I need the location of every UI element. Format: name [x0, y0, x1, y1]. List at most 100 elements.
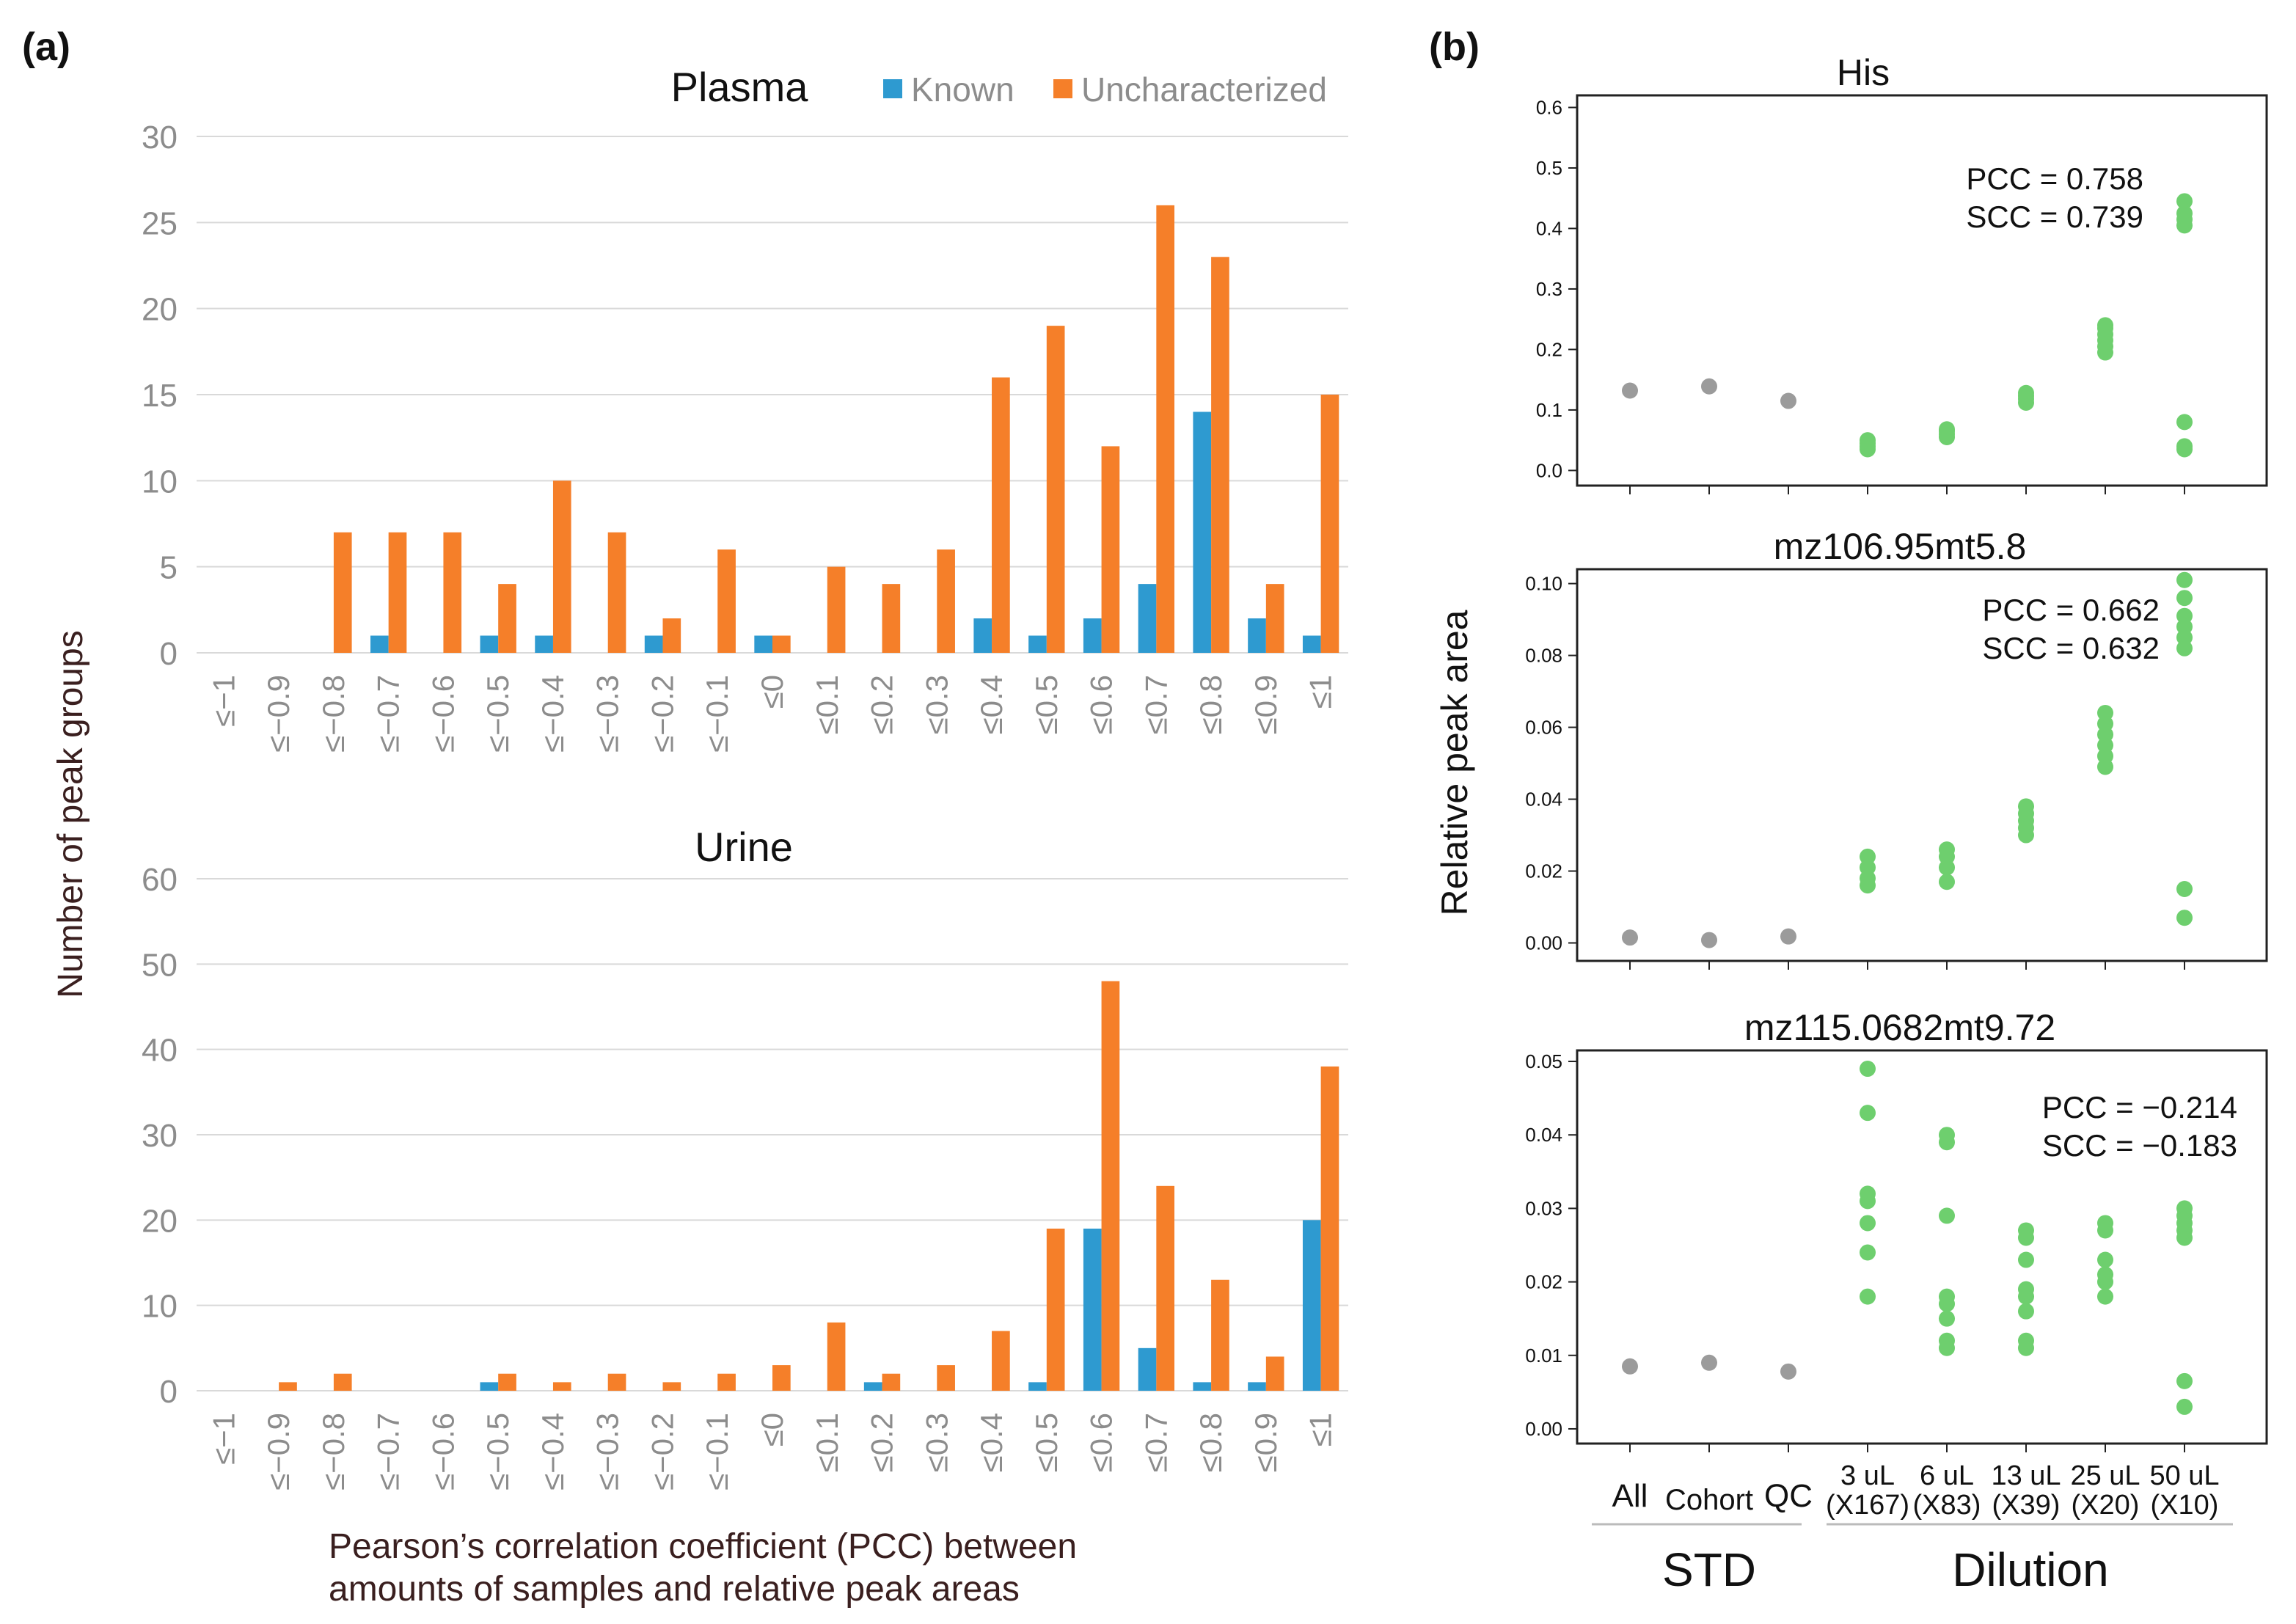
data-point — [2176, 590, 2193, 607]
x-tick-label: ≤0.9 — [1248, 675, 1283, 734]
bar-known — [1302, 635, 1321, 653]
x-tick-label: ≤0.7 — [1138, 675, 1173, 734]
y-tick-label: 0 — [160, 1374, 178, 1410]
data-point — [1860, 1244, 1876, 1261]
bar-uncharacterized — [772, 1365, 791, 1391]
data-point — [2176, 438, 2193, 455]
y-tick-label: 0.05 — [1525, 1050, 1562, 1072]
bar-known — [535, 635, 553, 653]
y-tick-label: 10 — [142, 464, 178, 500]
data-point — [1701, 378, 1717, 395]
bar-uncharacterized — [992, 1331, 1010, 1391]
dilution-group-label: Dilution — [1952, 1543, 2108, 1596]
y-tick-label: 30 — [142, 120, 178, 156]
bar-known — [1028, 635, 1047, 653]
bar-uncharacterized — [388, 532, 407, 653]
plot-frame — [1576, 568, 2268, 962]
x-tick-label: ≤−1 — [206, 1413, 241, 1465]
x-tick-label: ≤0.5 — [1029, 675, 1064, 734]
data-point — [1939, 1310, 1955, 1327]
y-tick-label: 0.00 — [1525, 932, 1562, 954]
y-tick-label: 0.3 — [1536, 278, 1562, 300]
bar-uncharacterized — [882, 1373, 901, 1391]
data-point — [1939, 1332, 1955, 1349]
data-point — [1780, 928, 1796, 945]
mz106-scatter-chart: 0.00 0.02 0.04 0.06 0.08 0.10 mz106.95mt5.8 PCC… — [1525, 526, 2268, 970]
x-label-line1: 13 uL — [1991, 1460, 2061, 1491]
data-point — [2018, 1281, 2034, 1298]
y-tick-label: 0.00 — [1525, 1418, 1562, 1440]
bar-known — [1138, 1347, 1157, 1391]
data-point — [1860, 1105, 1876, 1122]
data-point — [1939, 841, 1955, 858]
panel-a-ylabel: Number of peak groups — [51, 630, 90, 998]
x-label-line1: 50 uL — [2149, 1460, 2219, 1491]
data-point — [1860, 1185, 1876, 1202]
x-tick-label: ≤−0.2 — [645, 1413, 679, 1491]
legend-uncharacterized-swatch — [1053, 79, 1072, 98]
bar-uncharacterized — [772, 635, 791, 653]
pcc-annotation: PCC = 0.758 — [1966, 161, 2143, 196]
bar-uncharacterized — [607, 532, 626, 653]
x-label-line2: (X20) — [2072, 1490, 2140, 1521]
data-point — [1939, 1288, 1955, 1305]
data-point — [2018, 384, 2034, 401]
bar-known — [1083, 1228, 1102, 1391]
bar-known — [480, 1382, 499, 1391]
y-tick-label: 0.04 — [1525, 1124, 1562, 1146]
panel-b-ylabel: Relative peak area — [1434, 610, 1475, 915]
data-point — [2176, 193, 2193, 210]
y-tick-label: 0.10 — [1525, 573, 1562, 595]
bar-uncharacterized — [1156, 205, 1175, 653]
std-group-label: STD — [1662, 1543, 1756, 1596]
bar-uncharacterized — [1211, 257, 1229, 653]
x-label: Cohort — [1665, 1484, 1753, 1516]
y-tick-label: 0.2 — [1536, 338, 1562, 360]
bar-known — [863, 1382, 882, 1391]
y-tick-label: 20 — [142, 292, 178, 328]
x-tick-label: ≤0.7 — [1138, 1413, 1173, 1472]
x-tick-label: ≤−0.7 — [371, 1413, 406, 1491]
data-point — [2176, 881, 2193, 898]
bar-uncharacterized — [333, 1373, 352, 1391]
x-tick-label: ≤−0.4 — [535, 675, 570, 753]
bar-known — [1248, 618, 1266, 653]
bar-uncharacterized — [1101, 446, 1120, 653]
his-scatter-chart: 0.0 0.1 0.2 0.3 0.4 0.5 0.6 His PCC = 0.758 SCC =… — [1536, 52, 2268, 494]
bar-uncharacterized — [333, 532, 352, 653]
x-tick-label: ≤0.2 — [865, 1413, 899, 1472]
bar-uncharacterized — [717, 549, 736, 653]
panel-a-xlabel-line2: amounts of samples and relative peak are… — [329, 1570, 1020, 1609]
legend: Known Uncharacterized — [883, 70, 1327, 109]
bar-uncharacterized — [937, 1365, 955, 1391]
data-point — [2176, 910, 2193, 926]
x-tick-label: ≤0.6 — [1084, 675, 1119, 734]
bar-uncharacterized — [937, 549, 955, 653]
x-label-line2: (X83) — [1913, 1490, 1981, 1521]
data-point — [2176, 571, 2193, 588]
bar-uncharacterized — [1265, 1356, 1284, 1391]
y-tick-label: 60 — [142, 862, 178, 898]
bar-uncharacterized — [1101, 981, 1120, 1391]
x-tick-label: ≤0.4 — [974, 675, 1009, 734]
y-tick-label: 30 — [142, 1118, 178, 1154]
x-tick-label: ≤−0.1 — [700, 1413, 734, 1491]
plot-frame — [1576, 1049, 2268, 1445]
data-point — [2018, 798, 2034, 815]
x-label-line1: 3 uL — [1840, 1460, 1895, 1491]
data-point — [1860, 1215, 1876, 1232]
y-tick-label: 0.1 — [1536, 399, 1562, 421]
scc-annotation: SCC = 0.632 — [1982, 631, 2160, 665]
bar-uncharacterized — [827, 566, 846, 653]
bar-known — [1193, 412, 1212, 653]
x-tick-label: ≤−0.3 — [591, 675, 625, 753]
y-tick-label: 0.03 — [1525, 1197, 1562, 1219]
data-point — [2097, 1251, 2113, 1268]
y-tick-label: 5 — [160, 550, 178, 586]
bar-uncharacterized — [1046, 326, 1065, 653]
data-point — [2176, 1398, 2193, 1415]
x-tick-label: ≤−0.6 — [425, 675, 460, 753]
y-tick-label: 15 — [142, 378, 178, 414]
y-tick-label: 0.04 — [1525, 789, 1562, 811]
x-tick-label: ≤0 — [755, 1413, 789, 1446]
